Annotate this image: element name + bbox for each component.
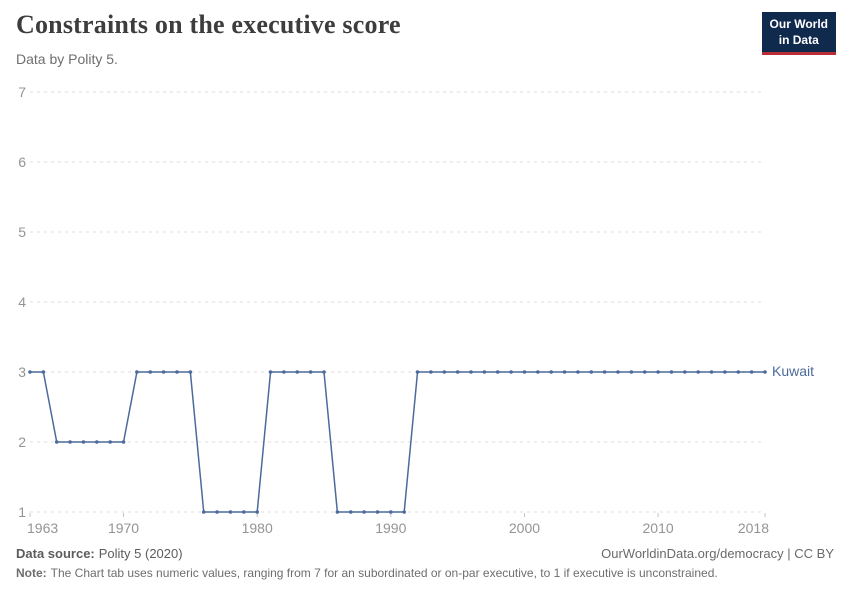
- data-point: [442, 370, 447, 374]
- data-point: [81, 440, 86, 444]
- data-point: [589, 370, 594, 374]
- y-axis-tick-label: 2: [18, 434, 26, 450]
- data-point: [335, 510, 340, 514]
- series-label-kuwait[interactable]: Kuwait: [772, 363, 814, 379]
- data-point: [282, 370, 286, 374]
- data-point: [629, 370, 634, 374]
- owid-logo[interactable]: Our World in Data: [761, 12, 836, 56]
- data-point: [28, 370, 32, 374]
- data-point: [389, 510, 393, 514]
- note-text: The Chart tab uses numeric values, rangi…: [50, 566, 718, 580]
- footer-note-row: Note: The Chart tab uses numeric values, …: [16, 566, 834, 580]
- logo-line-2: in Data: [778, 32, 819, 47]
- data-point: [763, 370, 767, 374]
- data-point: [642, 370, 647, 374]
- data-point: [135, 370, 139, 374]
- data-point: [616, 370, 620, 374]
- footer-source-row: Data source: Polity 5 (2020) OurWorldinDa…: [16, 546, 834, 561]
- data-point: [549, 370, 553, 374]
- data-source: Data source: Polity 5 (2020): [16, 546, 183, 561]
- series-line-kuwait: [30, 371, 765, 513]
- data-point: [322, 370, 326, 374]
- data-point: [562, 370, 567, 374]
- data-point: [68, 440, 72, 444]
- data-point: [495, 370, 500, 374]
- data-point: [201, 510, 206, 514]
- data-point: [188, 370, 193, 374]
- y-axis-tick-label: 6: [18, 154, 26, 170]
- data-point: [536, 370, 540, 374]
- x-axis-tick-label: 1963: [27, 520, 58, 536]
- data-point: [696, 370, 700, 374]
- data-point: [522, 370, 527, 374]
- x-axis-tick-label: 1990: [375, 520, 406, 536]
- data-point: [683, 370, 687, 374]
- data-point: [41, 370, 46, 374]
- data-point: [736, 370, 741, 374]
- x-axis-tick-label: 1970: [108, 520, 139, 536]
- data-point: [295, 370, 300, 374]
- y-axis-tick-label: 7: [18, 84, 26, 100]
- data-point: [402, 510, 406, 514]
- data-point: [215, 510, 219, 514]
- data-point: [415, 370, 420, 374]
- x-axis-tick-label: 1980: [242, 520, 273, 536]
- data-point: [482, 370, 487, 374]
- y-axis-tick-label: 3: [18, 364, 26, 380]
- data-point: [656, 370, 660, 374]
- logo-line-1: Our World: [769, 17, 828, 31]
- data-point: [509, 370, 513, 374]
- data-point: [161, 370, 166, 374]
- data-point: [121, 440, 126, 444]
- chart-subtitle: Data by Polity 5.: [16, 51, 118, 67]
- data-point: [375, 510, 380, 514]
- footer-link[interactable]: OurWorldinData.org/democracy | CC BY: [601, 546, 834, 561]
- data-point: [602, 370, 607, 374]
- data-point: [362, 510, 366, 514]
- data-point: [95, 440, 99, 444]
- y-axis-tick-label: 4: [18, 294, 26, 310]
- data-point: [255, 510, 259, 514]
- line-chart[interactable]: 1 2 3 4 5 6 7 1963 1970 1980 1990 2000 2010 2018 Kuwai…: [0, 0, 850, 540]
- y-axis-tick-label: 1: [18, 504, 26, 520]
- data-point: [455, 370, 460, 374]
- note-label: Note:: [16, 566, 47, 580]
- data-point: [308, 370, 313, 374]
- data-point: [268, 370, 273, 374]
- data-point: [54, 440, 59, 444]
- data-point: [723, 370, 727, 374]
- data-point: [148, 370, 153, 374]
- chart-title: Constraints on the executive score: [16, 10, 401, 39]
- data-point: [242, 510, 246, 514]
- data-point: [469, 370, 473, 374]
- data-source-value: Polity 5 (2020): [98, 546, 183, 561]
- data-point: [576, 370, 580, 374]
- data-point: [669, 370, 674, 374]
- x-axis-tick-label: 2000: [509, 520, 540, 536]
- data-source-label: Data source:: [16, 546, 95, 561]
- data-point: [749, 370, 754, 374]
- x-axis-tick-label: 2010: [643, 520, 674, 536]
- x-axis-tick-label: 2018: [738, 520, 769, 536]
- data-point: [228, 510, 233, 514]
- y-axis-tick-label: 5: [18, 224, 26, 240]
- data-point: [348, 510, 353, 514]
- data-point: [709, 370, 714, 374]
- data-point: [175, 370, 179, 374]
- data-point: [429, 370, 433, 374]
- data-point: [108, 440, 112, 444]
